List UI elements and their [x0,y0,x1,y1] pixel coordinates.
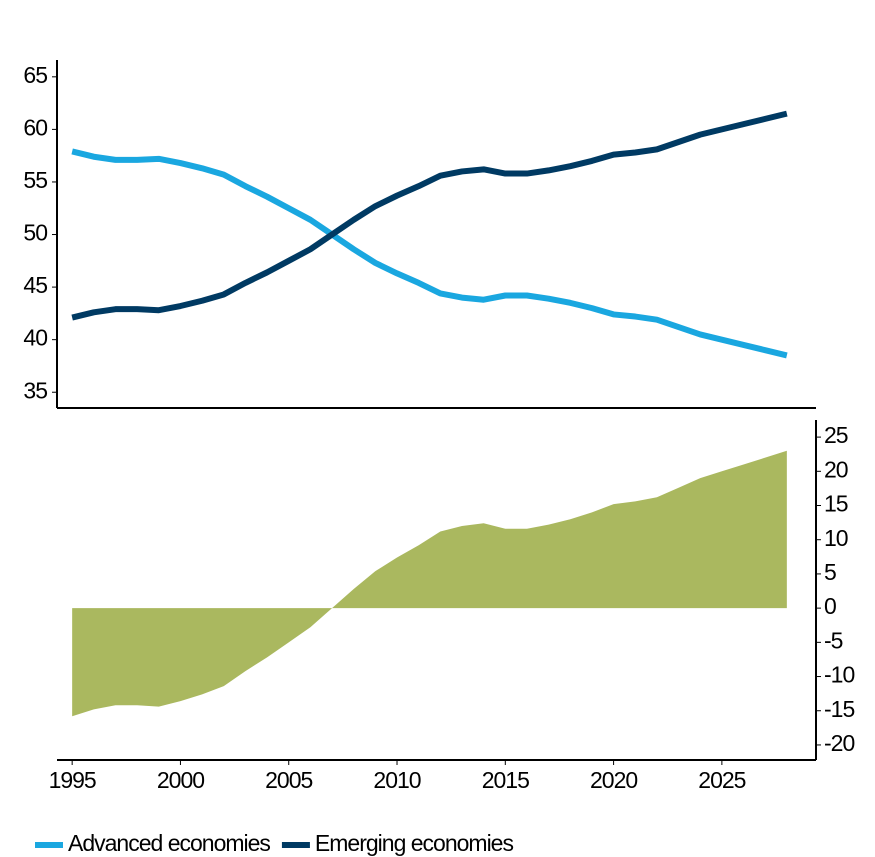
x-tick-label: 2005 [265,767,312,793]
area-series [72,450,787,717]
y-tick-label: 5 [824,559,836,585]
x-tick-label: 2010 [373,767,420,793]
legend-label: Emerging economies [315,830,514,856]
y-tick-label: 25 [824,422,848,448]
y-tick-label: 0 [824,593,836,619]
line-series [71,110,788,321]
y-tick-label: -5 [824,627,843,653]
y-tick-label: 10 [824,525,848,551]
y-tick-label: 20 [824,456,848,482]
y-tick-label: -20 [824,730,854,756]
x-tick-label: 1995 [49,767,96,793]
y-tick-label: -10 [824,662,854,688]
y-tick-label: 65 [23,62,47,88]
x-tick-label: 2000 [157,767,204,793]
legend-label: Advanced economies [68,830,270,856]
x-tick-label: 2015 [482,767,529,793]
line-series [71,148,788,359]
x-tick-label: 2020 [590,767,637,793]
y-tick-label: 60 [23,114,47,140]
y-tick-label: 15 [824,491,848,517]
y-tick-label: 50 [23,220,47,246]
y-tick-label: 40 [23,325,47,351]
y-tick-label: 35 [23,377,47,403]
y-tick-label: 45 [23,272,47,298]
y-tick-label: -15 [824,696,854,722]
x-tick-label: 2025 [698,767,745,793]
y-tick-label: 55 [23,167,47,193]
